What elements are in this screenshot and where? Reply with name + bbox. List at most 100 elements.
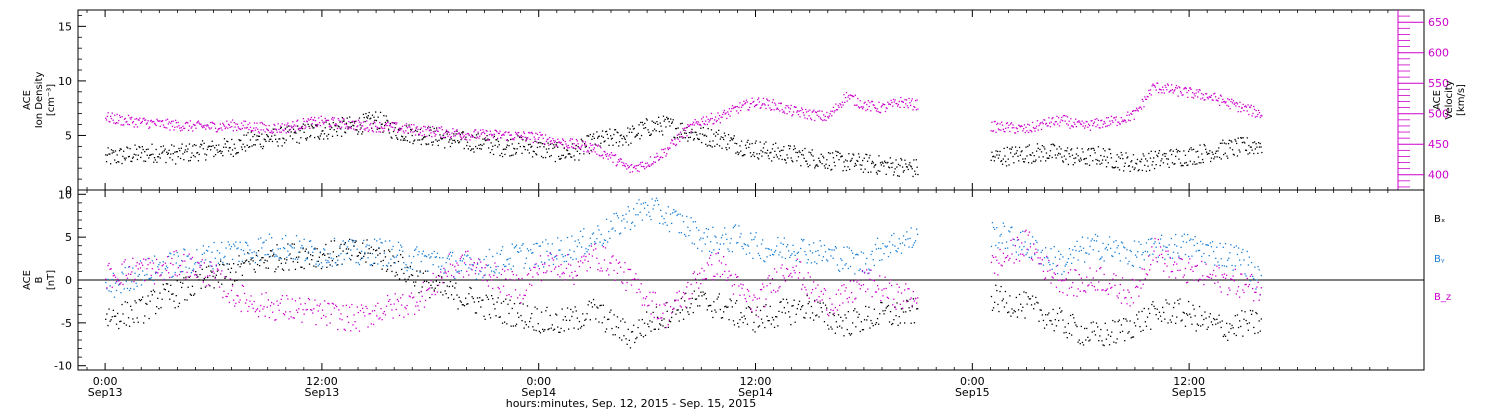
b-series-0-point [583, 324, 585, 326]
b-series-0-point [389, 250, 391, 253]
b-series-0-point [500, 302, 503, 304]
velocity-series-point [1109, 120, 1111, 122]
b-series-0-point [636, 336, 638, 339]
velocity-series-point [1249, 106, 1252, 108]
b-series-0-point [1117, 320, 1119, 323]
velocity-series-point [1108, 124, 1110, 127]
velocity-series-point [1120, 117, 1122, 119]
velocity-series-point [874, 106, 876, 109]
velocity-series-point [214, 123, 216, 125]
b-series-0-point [594, 304, 596, 306]
b-series-0-point [663, 318, 665, 320]
b-series-1-point [658, 203, 660, 206]
ion-density-series-point [218, 150, 221, 152]
velocity-series-point [175, 122, 178, 124]
b-series-0-point [174, 307, 176, 309]
velocity-series-point [753, 106, 756, 108]
velocity-series-point [208, 127, 210, 129]
velocity-series-point [113, 122, 115, 124]
b-series-0-point [452, 285, 454, 287]
velocity-series-point [731, 108, 733, 110]
velocity-series-point [278, 128, 280, 131]
b-series-1-point [805, 254, 807, 256]
b-series-0-point [1222, 335, 1224, 338]
b-series-0-point [586, 313, 588, 315]
velocity-series-point [674, 138, 676, 140]
b-series-1-point [525, 257, 527, 259]
velocity-series-point [243, 120, 245, 122]
b-series-0-point [299, 251, 301, 253]
b-series-1-point [728, 250, 730, 252]
ion-density-series-point [725, 147, 727, 149]
b-series-1-point [288, 254, 290, 256]
ion-density-series-point [1091, 147, 1093, 150]
velocity-series-point [378, 131, 380, 133]
velocity-series-point [427, 125, 430, 127]
b-series-0-point [814, 299, 816, 302]
b-series-1-point [913, 242, 916, 244]
velocity-series-point [245, 127, 248, 129]
b-series-0-point [1001, 300, 1003, 302]
b-series-0-point [917, 308, 919, 310]
velocity-series-point [1029, 129, 1031, 131]
ion-density-series-point [1076, 147, 1078, 149]
ion-density-series-point [851, 157, 853, 160]
b-series-0-point [602, 304, 604, 306]
ion-density-series-point [862, 159, 864, 162]
b-series-0-point [896, 302, 898, 304]
velocity-series-point [869, 101, 871, 104]
b-series-0-point [125, 324, 127, 326]
b-series-1-point [1139, 266, 1141, 269]
b-series-0-point [1076, 325, 1078, 328]
ion-density-series-point [885, 173, 887, 175]
ion-density-series-point [1092, 160, 1094, 162]
b-series-0-point [1110, 335, 1112, 337]
velocity-series-point [1118, 121, 1120, 123]
ion-density-series-point [541, 143, 543, 145]
velocity-series-point [242, 124, 244, 127]
ion-density-series-point [372, 123, 374, 125]
velocity-series-point [631, 171, 634, 173]
ion-density-series-point [428, 134, 430, 137]
ion-density-series-point [215, 144, 217, 147]
ion-density-series-point [418, 139, 421, 141]
velocity-series-point [249, 126, 252, 128]
velocity-series-point [156, 118, 158, 120]
b-series-1-point [566, 236, 569, 239]
velocity-series-point [1167, 84, 1169, 86]
b-series-1-point [1102, 242, 1104, 244]
b-series-1-point [290, 245, 292, 247]
b-series-0-point [653, 328, 655, 330]
velocity-series-point [199, 123, 201, 125]
velocity-series-point [523, 132, 526, 134]
b-series-0-point [613, 314, 615, 316]
velocity-series-point [518, 135, 521, 138]
velocity-series-point [160, 120, 162, 122]
ion-density-series-point [465, 136, 467, 138]
ion-density-series-point [527, 144, 530, 146]
ion-density-series-point [840, 155, 843, 157]
ion-density-series-point [783, 146, 785, 148]
velocity-series-point [623, 164, 626, 166]
ion-density-series-point [489, 151, 491, 154]
b-series-1-point [850, 249, 853, 252]
ion-density-series-point [675, 127, 678, 130]
b-series-1-point [106, 288, 108, 290]
ion-density-series-point [873, 166, 875, 168]
velocity-series-point [779, 110, 781, 112]
b-series-0-point [428, 282, 430, 284]
b-series-1-point [267, 253, 269, 256]
ion-density-series-point [311, 125, 313, 128]
b-series-1-point [513, 247, 516, 249]
ion-density-series-point [494, 144, 496, 146]
b-series-1-point [623, 218, 625, 220]
b-series-0-point [664, 326, 666, 329]
velocity-series-point [1190, 88, 1192, 90]
b-series-0-point [618, 337, 621, 339]
velocity-series-point [781, 108, 783, 111]
velocity-series-point [1086, 121, 1088, 123]
velocity-series-point [271, 132, 274, 134]
top-right-axis-title-line: Velocity [1444, 80, 1455, 119]
velocity-series-point [664, 148, 666, 150]
b-series-0-point [349, 238, 351, 240]
